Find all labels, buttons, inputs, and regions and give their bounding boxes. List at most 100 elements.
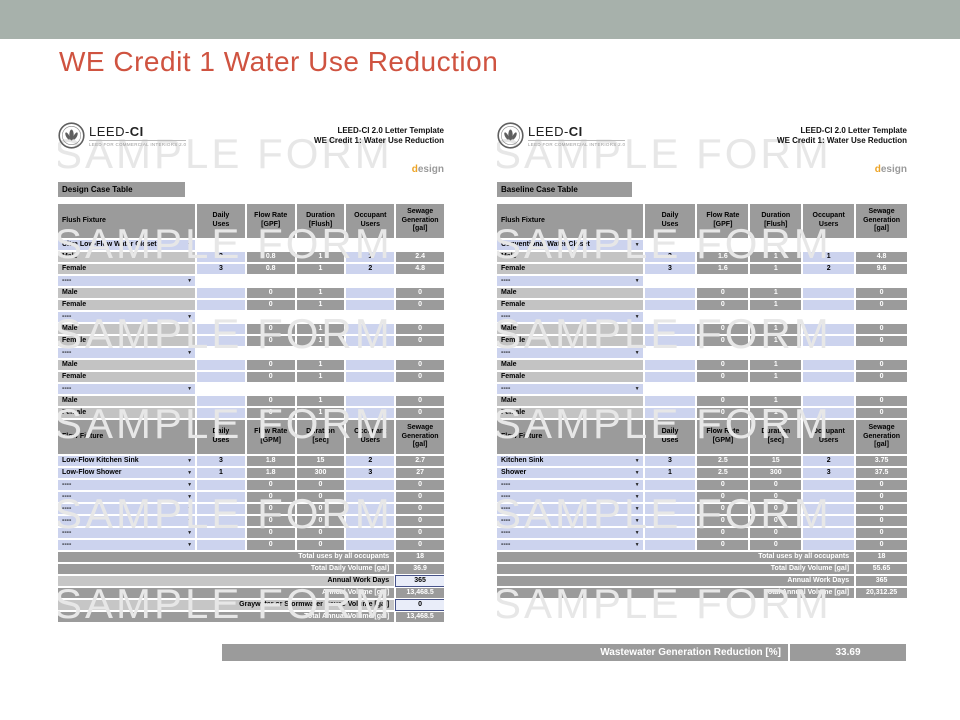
daily-uses-cell[interactable] [644, 516, 696, 526]
occupant-users-cell[interactable] [346, 336, 395, 346]
daily-uses-cell[interactable] [197, 372, 245, 382]
daily-uses-cell[interactable]: 3 [197, 264, 245, 274]
fixture-select[interactable]: ---- ▼ [497, 480, 643, 490]
occupant-users-cell[interactable] [346, 540, 395, 550]
daily-uses-cell[interactable] [644, 396, 696, 406]
daily-uses-cell[interactable] [197, 300, 245, 310]
daily-uses-cell[interactable] [644, 300, 696, 310]
daily-uses-cell[interactable] [197, 516, 245, 526]
occupant-users-cell[interactable] [803, 396, 855, 406]
occupant-users-cell[interactable] [803, 516, 855, 526]
occupant-users-cell[interactable] [346, 492, 395, 502]
daily-uses-cell[interactable] [197, 540, 245, 550]
occupant-users-cell[interactable] [803, 528, 855, 538]
fixture-select[interactable]: ---- ▼ [58, 528, 196, 538]
daily-uses-cell[interactable] [197, 528, 245, 538]
occupant-users-cell[interactable]: 2 [803, 264, 855, 274]
occupant-users-cell[interactable]: 1 [803, 252, 855, 262]
occupant-users-cell[interactable] [346, 396, 395, 406]
daily-uses-cell[interactable] [197, 396, 245, 406]
occupant-users-cell[interactable] [803, 408, 855, 418]
daily-uses-cell[interactable] [197, 324, 245, 334]
daily-uses-cell[interactable] [197, 288, 245, 298]
fixture-select[interactable]: Shower ▼ [497, 468, 643, 478]
occupant-users-cell[interactable] [346, 360, 395, 370]
occupant-users-cell[interactable] [803, 324, 855, 334]
fixture-select[interactable]: ---- ▼ [497, 540, 643, 550]
daily-uses-cell[interactable] [644, 492, 696, 502]
daily-uses-cell[interactable] [197, 480, 245, 490]
fixture-select[interactable]: ---- ▼ [58, 384, 196, 394]
occupant-users-cell[interactable] [346, 504, 395, 514]
fixture-select[interactable]: Low-Flow Shower ▼ [58, 468, 196, 478]
fixture-select[interactable]: ---- ▼ [58, 540, 196, 550]
fixture-select[interactable]: ---- ▼ [497, 516, 643, 526]
daily-uses-cell[interactable] [644, 504, 696, 514]
occupant-users-cell[interactable] [346, 300, 395, 310]
daily-uses-cell[interactable] [197, 336, 245, 346]
occupant-users-cell[interactable] [803, 336, 855, 346]
daily-uses-cell[interactable]: 1 [197, 468, 245, 478]
occupant-users-cell[interactable] [346, 528, 395, 538]
fixture-select[interactable]: ---- ▼ [58, 276, 196, 286]
daily-uses-cell[interactable]: 1 [644, 468, 696, 478]
occupant-users-cell[interactable] [803, 492, 855, 502]
daily-uses-cell[interactable] [197, 504, 245, 514]
occupant-users-cell[interactable] [803, 360, 855, 370]
fixture-select[interactable]: ---- ▼ [497, 504, 643, 514]
daily-uses-cell[interactable] [644, 336, 696, 346]
fixture-select[interactable]: ---- ▼ [497, 492, 643, 502]
fixture-select[interactable]: ---- ▼ [58, 312, 196, 322]
total-value[interactable]: 0 [395, 599, 444, 611]
fixture-select[interactable]: ---- ▼ [497, 348, 643, 358]
daily-uses-cell[interactable] [644, 372, 696, 382]
fixture-select[interactable]: Conventional Water Closet ▼ [497, 240, 643, 250]
occupant-users-cell[interactable] [803, 288, 855, 298]
occupant-users-cell[interactable] [346, 408, 395, 418]
occupant-users-cell[interactable]: 1 [346, 252, 395, 262]
daily-uses-cell[interactable] [644, 540, 696, 550]
daily-uses-cell[interactable] [644, 324, 696, 334]
occupant-users-cell[interactable]: 3 [346, 468, 395, 478]
occupant-users-cell[interactable]: 2 [346, 264, 395, 274]
fixture-select[interactable]: ---- ▼ [58, 492, 196, 502]
occupant-users-cell[interactable] [803, 300, 855, 310]
fixture-select[interactable]: ---- ▼ [58, 348, 196, 358]
occupant-users-cell[interactable] [803, 372, 855, 382]
fixture-select[interactable]: Kitchen Sink ▼ [497, 456, 643, 466]
fixture-select[interactable]: ---- ▼ [497, 276, 643, 286]
fixture-select[interactable]: ---- ▼ [58, 480, 196, 490]
fixture-select[interactable]: ---- ▼ [497, 528, 643, 538]
daily-uses-cell[interactable]: 3 [644, 252, 696, 262]
daily-uses-cell[interactable] [644, 288, 696, 298]
total-value[interactable]: 365 [395, 575, 444, 587]
daily-uses-cell[interactable] [644, 360, 696, 370]
occupant-users-cell[interactable] [803, 540, 855, 550]
fixture-select[interactable]: ---- ▼ [497, 384, 643, 394]
occupant-users-cell[interactable] [346, 372, 395, 382]
occupant-users-cell[interactable]: 2 [346, 456, 395, 466]
daily-uses-cell[interactable] [644, 480, 696, 490]
occupant-users-cell[interactable] [346, 288, 395, 298]
daily-uses-cell[interactable] [197, 360, 245, 370]
daily-uses-cell[interactable]: 3 [644, 264, 696, 274]
daily-uses-cell[interactable] [644, 528, 696, 538]
daily-uses-cell[interactable] [644, 408, 696, 418]
occupant-users-cell[interactable]: 3 [803, 468, 855, 478]
fixture-select[interactable]: ---- ▼ [497, 312, 643, 322]
fixture-select[interactable]: ---- ▼ [58, 504, 196, 514]
fixture-select[interactable]: Low-Flow Kitchen Sink ▼ [58, 456, 196, 466]
occupant-users-cell[interactable] [803, 504, 855, 514]
daily-uses-cell[interactable]: 3 [197, 252, 245, 262]
daily-uses-cell[interactable] [197, 408, 245, 418]
daily-uses-cell[interactable] [197, 492, 245, 502]
occupant-users-cell[interactable] [346, 324, 395, 334]
fixture-select[interactable]: Ultra Low-Flow Water Closet ▼ [58, 240, 196, 250]
daily-uses-cell[interactable]: 3 [644, 456, 696, 466]
fixture-select[interactable]: ---- ▼ [58, 516, 196, 526]
daily-uses-cell[interactable]: 3 [197, 456, 245, 466]
occupant-users-cell[interactable] [803, 480, 855, 490]
occupant-users-cell[interactable]: 2 [803, 456, 855, 466]
occupant-users-cell[interactable] [346, 480, 395, 490]
occupant-users-cell[interactable] [346, 516, 395, 526]
